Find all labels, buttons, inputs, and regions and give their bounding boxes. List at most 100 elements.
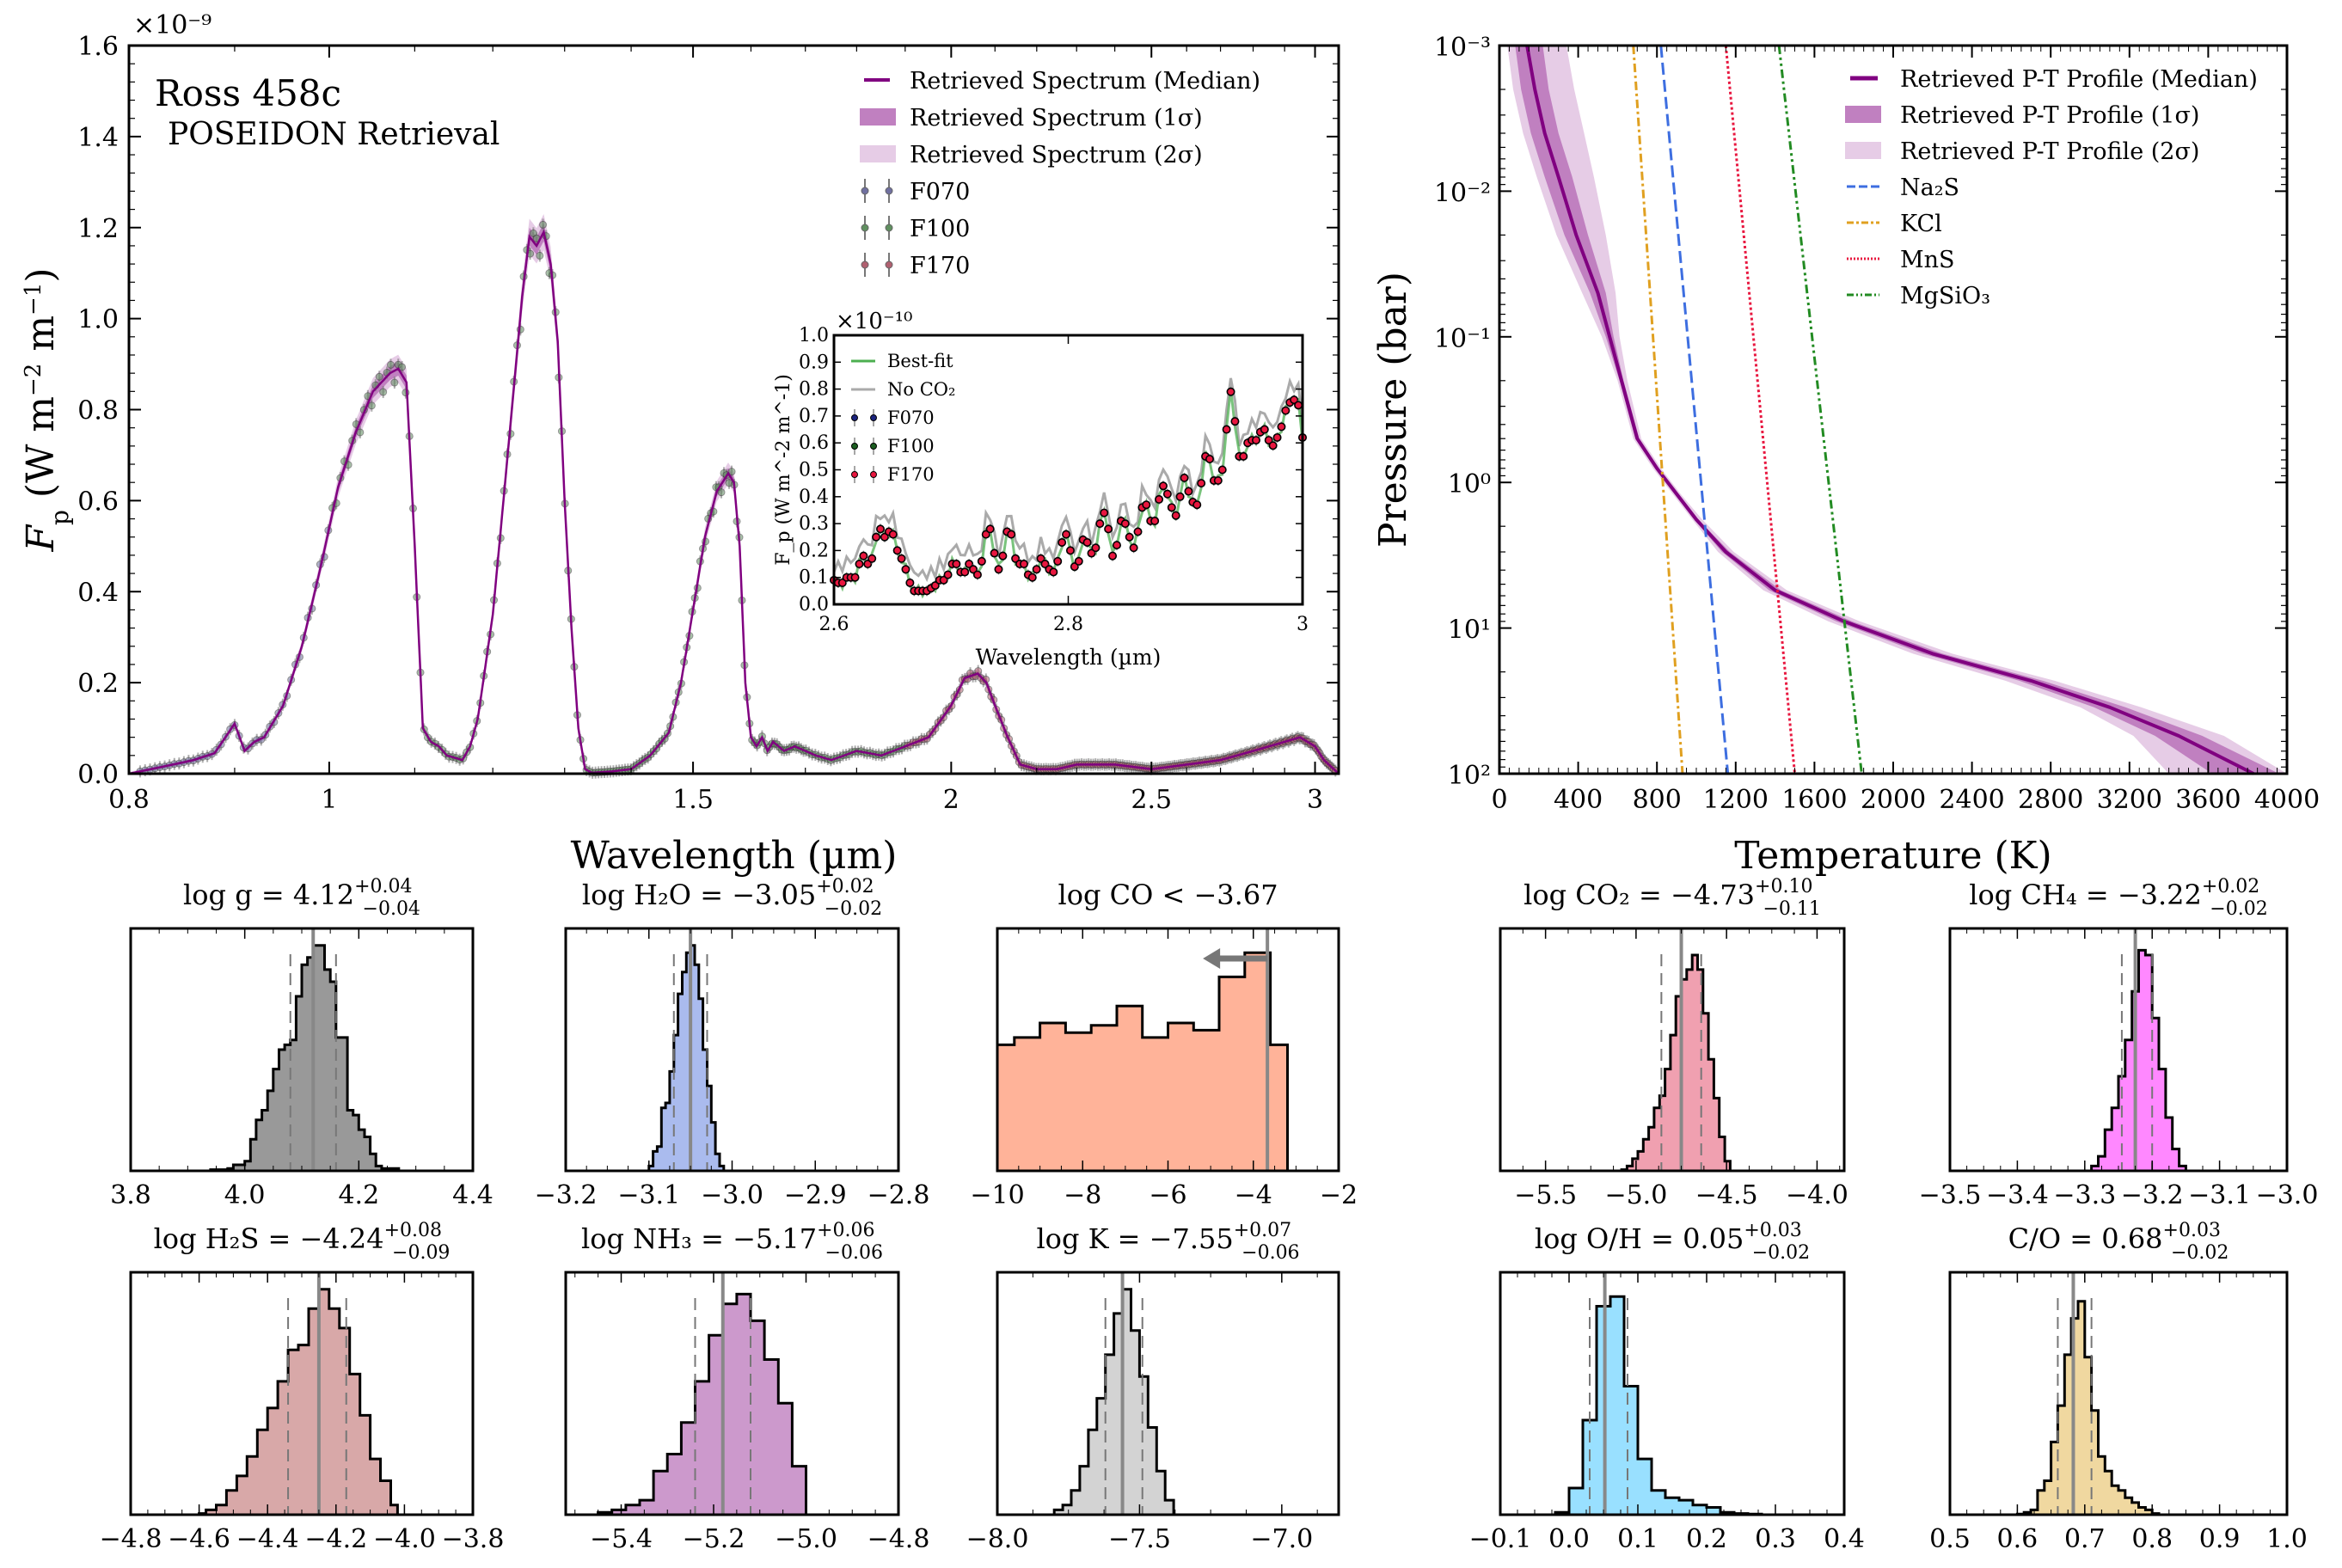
posterior-x-tick-label: 4.4 [452, 1180, 494, 1210]
posterior-x-tick-label: −5.4 [590, 1524, 653, 1554]
x-tick-label: 2 [943, 785, 959, 815]
inset-x-tick-label: 2.8 [1053, 614, 1083, 635]
inset-data-point [1268, 441, 1278, 450]
y-tick-label: 1.4 [77, 123, 119, 153]
inset-data-point [943, 570, 953, 579]
inset-data-point [1100, 508, 1109, 518]
inset-data-point [981, 530, 990, 539]
inset-y-tick-label: 0.6 [799, 432, 829, 454]
y-axis-label: Fp (W m−2 m−1) [19, 267, 74, 552]
inset-data-point [1027, 573, 1037, 582]
pt-x-tick-label: 3200 [2097, 785, 2162, 815]
y-tick-label: 0.8 [77, 396, 119, 426]
inset-legend-label: F170 [887, 464, 935, 485]
inset-data-point [1192, 500, 1202, 510]
inset-data-point [1062, 530, 1071, 539]
data-point [367, 401, 376, 410]
inset-data-point [1112, 541, 1121, 550]
legend-label: Retrieved Spectrum (Median) [910, 68, 1260, 95]
posterior-title: log CO₂ = −4.73+0.10 −0.11 [1524, 876, 1821, 920]
legend-swatch-band [860, 145, 896, 162]
pt-y-tick-label: 10¹ [1448, 616, 1491, 646]
pt-legend-swatch [1845, 106, 1881, 123]
posterior-x-tick-label: 0.5 [1929, 1524, 1971, 1554]
inset-data-point [1184, 487, 1193, 496]
inset-data-point [1120, 519, 1130, 529]
legend-label: F100 [910, 216, 970, 242]
posterior-x-tick-label: −8 [1064, 1180, 1101, 1210]
posterior-x-tick-label: −5.2 [683, 1524, 745, 1554]
inset-data-point [905, 578, 915, 587]
inset-data-point [855, 560, 864, 569]
condensation-curve-mgsio3 [1777, 45, 1863, 775]
legend-label: Retrieved Spectrum (2σ) [910, 142, 1203, 168]
pt-x-axis-label: Temperature (K) [1734, 834, 2051, 878]
inset-data-point [930, 581, 940, 591]
posterior-x-tick-label: −3.0 [2256, 1180, 2319, 1210]
inset-data-point [1277, 422, 1286, 432]
posterior-x-tick-label: −4.2 [304, 1524, 367, 1554]
data-point [717, 488, 726, 497]
pt-y-tick-label: 10⁻³ [1434, 33, 1491, 63]
inset-chart: 0.0 0.1 0.2 0.3 0.4 0.5 0.6 0.7 0.8 0.9 1.0 2.6 2.8 3… [773, 309, 1309, 670]
inset-data-point [1091, 543, 1100, 553]
posterior-x-tick-label: −8.0 [966, 1524, 1029, 1554]
posterior-title: log K = −7.55+0.07 −0.06 [1036, 1220, 1299, 1264]
y-tick-label: 0.6 [77, 487, 119, 517]
inset-legend-label: F070 [887, 407, 935, 428]
pt-y-tick-label: 10⁻¹ [1434, 324, 1491, 354]
pt-x-tick-label: 0 [1491, 785, 1507, 815]
pt-legend-label: MnS [1900, 247, 1955, 273]
inset-data-point [897, 554, 906, 563]
inset-data-point [1260, 425, 1269, 434]
inset-data-point [1180, 473, 1189, 482]
inset-data-point [939, 575, 948, 585]
posterior-x-tick-label: −4.0 [373, 1524, 436, 1554]
posterior-x-tick-label: −4.4 [236, 1524, 299, 1554]
x-tick-label: 0.8 [108, 785, 150, 815]
posterior-panel: −3.2 −3.1 −3.0 −2.9 −2.8 log H₂O = −3.05+0.02… [535, 876, 930, 1210]
inset-data-point [1167, 503, 1176, 512]
posterior-x-tick-label: −6 [1149, 1180, 1186, 1210]
y-tick-label: 1.0 [77, 305, 119, 335]
posterior-axes-frame [564, 1271, 900, 1516]
pt-legend-label: MgSiO₃ [1900, 283, 1990, 309]
inset-data-point [1175, 492, 1185, 501]
y-tick-label: 1.6 [77, 32, 119, 62]
data-point [539, 220, 548, 229]
inset-data-point [1171, 511, 1180, 520]
inset-data-point [880, 532, 889, 542]
posterior-panel: −8.0 −7.5 −7.0 log K = −7.55+0.07 −0.06 [966, 1220, 1340, 1554]
data-point [379, 388, 388, 396]
posterior-title: log CO < −3.67 [1058, 879, 1278, 911]
inset-data-point [1129, 543, 1138, 553]
posterior-x-tick-label: 4.0 [224, 1180, 266, 1210]
histogram-bars [647, 944, 726, 1173]
posterior-x-tick-label: 0.1 [1617, 1524, 1658, 1554]
inset-data-point [1155, 494, 1164, 504]
upper-limit-arrow-icon [1203, 948, 1221, 969]
inset-data-point [1272, 432, 1282, 442]
inset-data-point [1230, 417, 1240, 426]
posterior-x-tick-label: −4.0 [1786, 1180, 1848, 1210]
inset-data-point [1104, 524, 1113, 534]
posterior-panel: −10 −8 −6 −4 −2 log CO < −3.67 [970, 879, 1358, 1210]
inset-y-scale-factor: ×10⁻¹⁰ [836, 309, 912, 334]
posterior-x-tick-label: 0.9 [2199, 1524, 2241, 1554]
inset-data-point [1070, 562, 1079, 572]
posterior-title: log g = 4.12+0.04 −0.04 [183, 876, 420, 920]
inset-data-point [1040, 560, 1050, 569]
pt-x-tick-label: 1600 [1781, 785, 1847, 815]
posterior-title: log H₂S = −4.24+0.08 −0.09 [154, 1220, 451, 1264]
inset-data-point [1007, 530, 1016, 539]
inset-data-point [1095, 519, 1105, 529]
posterior-title: log CH₄ = −3.22+0.02 −0.02 [1969, 876, 2267, 920]
posterior-x-tick-label: 4.2 [338, 1180, 379, 1210]
inset-data-point [1197, 479, 1206, 488]
posterior-panel: −4.8 −4.6 −4.4 −4.2 −4.0 −3.8 log H₂S = −4.24+… [100, 1220, 505, 1554]
inset-data-point [1213, 476, 1223, 486]
chart-subtitle: POSEIDON Retrieval [168, 117, 500, 152]
posterior-axes-frame [564, 927, 900, 1173]
inset-data-point [1058, 538, 1067, 548]
inset-y-tick-label: 1.0 [799, 325, 829, 346]
